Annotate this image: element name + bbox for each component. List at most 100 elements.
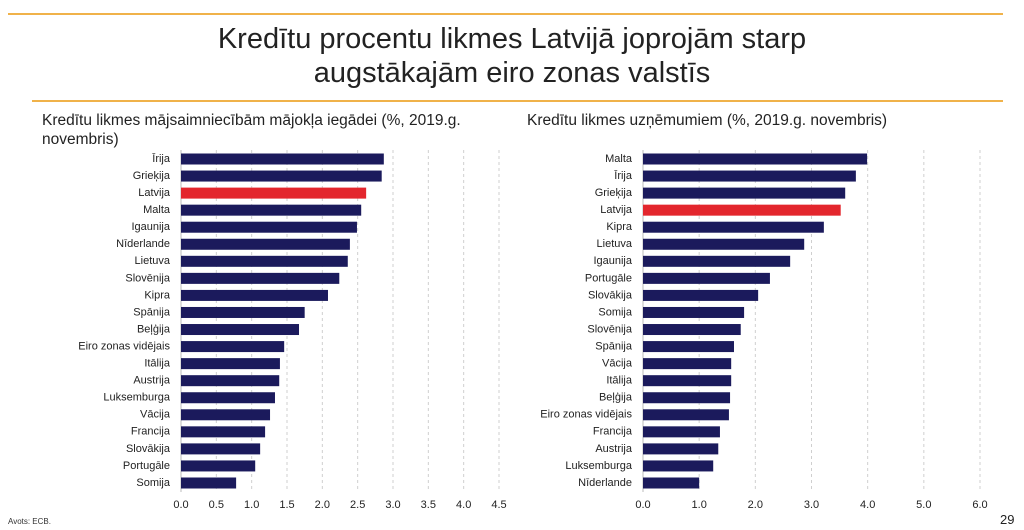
- bar: [181, 204, 362, 216]
- y-tick-label: Īrija: [152, 153, 171, 165]
- x-tick-label: 0.5: [209, 499, 224, 511]
- bar: [181, 341, 285, 353]
- bar: [181, 170, 382, 182]
- y-tick-label: Beļģija: [137, 322, 171, 335]
- y-tick-label: Īrija: [614, 170, 633, 182]
- x-tick-label: 5.0: [916, 499, 931, 511]
- bar: [643, 409, 729, 421]
- y-tick-label: Slovēnija: [587, 323, 633, 335]
- x-tick-label: 1.5: [279, 499, 294, 511]
- bar: [181, 272, 340, 284]
- bar: [181, 187, 367, 199]
- bar: [643, 306, 745, 318]
- x-tick-label: 2.0: [315, 499, 330, 511]
- bar: [181, 306, 305, 318]
- x-tick-label: 2.0: [748, 499, 763, 511]
- page-number: 29: [1000, 512, 1015, 527]
- y-tick-label: Eiro zonas vidējais: [78, 340, 170, 352]
- chart-title: Kredītu likmes mājsaimniecībām mājokļa i…: [42, 112, 461, 148]
- y-tick-label: Somija: [598, 306, 633, 318]
- bar: [643, 289, 759, 301]
- y-tick-label: Latvija: [600, 204, 633, 216]
- bar: [181, 324, 300, 336]
- bar: [181, 392, 275, 404]
- y-tick-label: Spānija: [133, 306, 171, 318]
- y-tick-label: Slovākija: [126, 443, 171, 455]
- bar: [643, 375, 732, 387]
- bar: [643, 426, 720, 438]
- y-tick-label: Luksemburga: [565, 460, 633, 472]
- y-tick-label: Francija: [593, 426, 633, 438]
- y-tick-label: Slovākija: [588, 289, 633, 301]
- x-tick-label: 3.5: [421, 499, 436, 511]
- bar: [181, 375, 280, 387]
- y-tick-label: Luksemburga: [103, 392, 171, 404]
- y-tick-label: Grieķija: [133, 170, 171, 182]
- x-tick-label: 2.5: [350, 499, 365, 511]
- bar: [643, 170, 856, 182]
- bar: [181, 358, 280, 370]
- y-tick-label: Igaunija: [131, 221, 170, 233]
- bar: [643, 460, 714, 472]
- bar: [181, 443, 261, 455]
- bar: [643, 238, 805, 250]
- y-tick-label: Itālija: [606, 375, 633, 387]
- x-tick-label: 3.0: [385, 499, 400, 511]
- x-tick-label: 4.5: [491, 499, 506, 511]
- bar: [181, 255, 348, 267]
- bar: [643, 187, 846, 199]
- x-tick-label: 1.0: [244, 499, 259, 511]
- y-tick-label: Latvija: [138, 187, 171, 199]
- bar: [181, 289, 328, 301]
- x-tick-label: 4.0: [860, 499, 875, 511]
- bar: [181, 426, 266, 438]
- y-tick-label: Spānija: [595, 340, 633, 352]
- x-tick-label: 0.0: [173, 499, 188, 511]
- x-tick-label: 6.0: [972, 499, 987, 511]
- y-tick-label: Grieķija: [595, 187, 633, 199]
- y-tick-label: Portugāle: [585, 272, 632, 284]
- x-tick-label: 1.0: [692, 499, 707, 511]
- y-tick-label: Nīderlande: [578, 477, 632, 489]
- y-tick-label: Kipra: [606, 221, 633, 233]
- y-tick-label: Eiro zonas vidējais: [540, 409, 632, 421]
- bar: [643, 443, 719, 455]
- y-tick-label: Itālija: [144, 358, 171, 370]
- chart-title: Kredītu likmes uzņēmumiem (%, 2019.g. no…: [527, 112, 888, 129]
- x-tick-label: 4.0: [456, 499, 471, 511]
- y-tick-label: Francija: [131, 426, 171, 438]
- bar: [643, 255, 791, 267]
- bar: [643, 221, 824, 233]
- x-tick-label: 0.0: [635, 499, 650, 511]
- bar: [181, 409, 271, 421]
- y-tick-label: Portugāle: [123, 460, 170, 472]
- bar: [181, 460, 256, 472]
- bar: [643, 477, 700, 489]
- bar: [181, 221, 357, 233]
- y-tick-label: Vācija: [140, 409, 171, 421]
- y-tick-label: Beļģija: [599, 391, 633, 404]
- x-tick-label: 3.0: [804, 499, 819, 511]
- bar: [181, 238, 350, 250]
- bar: [643, 324, 741, 336]
- y-tick-label: Austrija: [595, 443, 633, 455]
- y-tick-label: Austrija: [133, 375, 171, 387]
- y-tick-label: Nīderlande: [116, 238, 170, 250]
- y-tick-label: Slovēnija: [125, 272, 171, 284]
- bar: [181, 153, 384, 165]
- bar: [643, 341, 734, 353]
- y-tick-label: Malta: [605, 153, 633, 165]
- y-tick-label: Vācija: [602, 358, 633, 370]
- slide-title: Kredītu procentu likmes Latvijā joprojām…: [217, 23, 807, 89]
- bar: [643, 392, 731, 404]
- bar: [181, 477, 237, 489]
- y-tick-label: Somija: [136, 477, 171, 489]
- bar: [643, 272, 770, 284]
- source: Avots: ECB.: [8, 517, 51, 526]
- y-tick-label: Kipra: [144, 289, 171, 301]
- y-tick-label: Lietuva: [135, 255, 171, 267]
- y-tick-label: Lietuva: [597, 238, 633, 250]
- y-tick-label: Malta: [143, 204, 171, 216]
